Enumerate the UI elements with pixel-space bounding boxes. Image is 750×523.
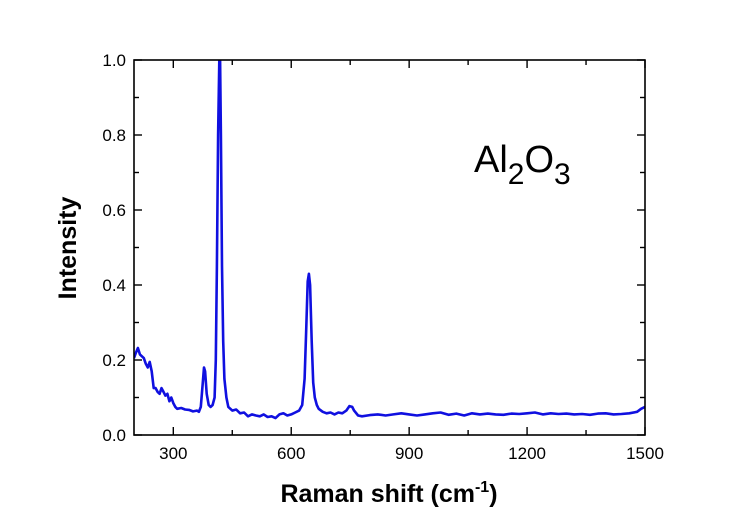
x-axis-title: Raman shift (cm-1): [280, 479, 497, 508]
x-tick-label: 600: [277, 444, 305, 463]
y-tick-label: 0.6: [102, 201, 126, 220]
x-tick-labels: 300 600 900 1200 1500: [159, 444, 664, 463]
y-tick-labels: 0.0 0.2 0.4 0.6 0.8 1.0: [102, 51, 126, 445]
y-tick-label: 0.8: [102, 126, 126, 145]
x-tick-label: 1200: [508, 444, 546, 463]
y-tick-label: 0.0: [102, 426, 126, 445]
x-tick-label: 1500: [626, 444, 664, 463]
series-line: [134, 60, 645, 420]
compound-label: Al2O3: [474, 139, 571, 191]
y-axis-title: Intensity: [54, 197, 82, 300]
axis-ticks: [134, 59, 646, 436]
y-tick-label: 1.0: [102, 51, 126, 70]
x-tick-label: 900: [395, 444, 423, 463]
plot-frame: [133, 59, 646, 436]
y-tick-label: 0.4: [102, 276, 126, 295]
y-tick-label: 0.2: [102, 351, 126, 370]
x-tick-label: 300: [159, 444, 187, 463]
